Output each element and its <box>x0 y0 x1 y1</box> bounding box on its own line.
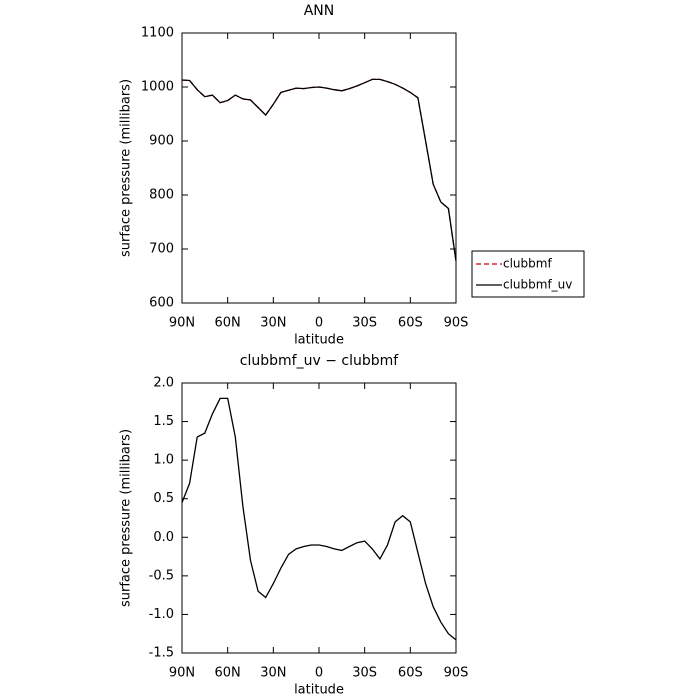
data-line <box>181 78 457 261</box>
y-tick-label: 600 <box>149 296 174 311</box>
x-tick-label: 60N <box>215 316 241 331</box>
x-tick-label: 60N <box>215 666 241 681</box>
y-tick-label: 0.5 <box>153 491 174 506</box>
y-tick-label: 1000 <box>141 80 174 95</box>
x-tick-label: 60S <box>398 666 423 681</box>
x-tick-label: 90N <box>169 666 195 681</box>
data-line <box>181 78 457 261</box>
x-tick-label: 30N <box>260 316 286 331</box>
legend-box <box>471 250 585 298</box>
y-tick-label: 1.0 <box>153 453 174 468</box>
x-tick-label: 30N <box>260 666 286 681</box>
data-line <box>181 397 457 641</box>
y-tick-label: -1.5 <box>149 646 174 661</box>
y-axis-label: surface pressure (millibars) <box>119 429 134 607</box>
chart-title: clubbmf_uv − clubbmf <box>240 353 399 369</box>
x-tick-label: 0 <box>315 666 323 681</box>
x-tick-label: 90S <box>444 666 469 681</box>
y-tick-label: 700 <box>149 242 174 257</box>
legend-label: clubbmf <box>503 257 552 271</box>
x-tick-label: 0 <box>315 316 323 331</box>
y-tick-label: 1.5 <box>153 414 174 429</box>
y-tick-label: 800 <box>149 188 174 203</box>
y-tick-label: 0.0 <box>153 530 174 545</box>
y-tick-label: 1100 <box>141 26 174 41</box>
x-tick-label: 90N <box>169 316 195 331</box>
y-tick-label: 900 <box>149 134 174 149</box>
x-tick-label: 90S <box>444 316 469 331</box>
y-tick-label: -0.5 <box>149 568 174 583</box>
plot-frame <box>181 32 457 304</box>
legend-label: clubbmf_uv <box>503 278 572 292</box>
x-tick-label: 30S <box>352 666 377 681</box>
y-axis-label: surface pressure (millibars) <box>119 79 134 257</box>
x-tick-label: 60S <box>398 316 423 331</box>
y-tick-label: 2.0 <box>153 376 174 391</box>
x-axis-label: latitude <box>294 683 344 698</box>
plot-frame <box>181 382 457 654</box>
x-axis-label: latitude <box>294 333 344 348</box>
y-tick-label: -1.0 <box>149 607 174 622</box>
x-tick-label: 30S <box>352 316 377 331</box>
chart-title: ANN <box>304 3 335 19</box>
